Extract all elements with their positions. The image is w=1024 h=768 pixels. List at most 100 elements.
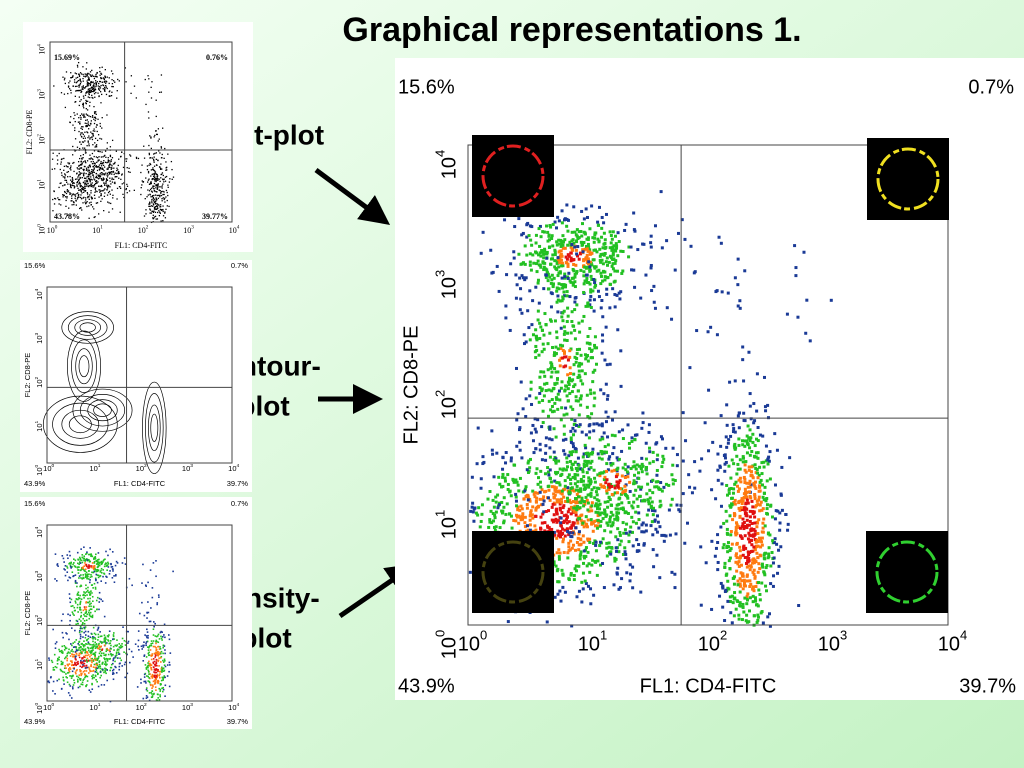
event-dot	[97, 552, 100, 554]
event-dot	[653, 519, 657, 523]
event-dot	[158, 596, 160, 598]
event-dot	[82, 86, 84, 88]
event-dot	[96, 566, 99, 568]
event-dot	[147, 680, 150, 682]
event-dot	[80, 620, 82, 622]
event-dot	[70, 650, 72, 652]
event-dot	[113, 162, 116, 165]
event-dot	[91, 81, 93, 84]
event-dot	[608, 282, 612, 286]
event-dot	[621, 437, 625, 441]
event-dot	[600, 485, 604, 489]
event-dot	[569, 440, 573, 444]
event-dot	[109, 640, 112, 642]
event-dot	[88, 93, 90, 96]
event-dot	[619, 249, 623, 253]
event-dot	[590, 459, 594, 463]
event-dot	[547, 488, 551, 492]
event-dot	[156, 602, 159, 604]
event-dot	[152, 185, 154, 187]
event-dot	[603, 278, 607, 282]
event-dot	[54, 578, 56, 580]
event-dot	[100, 645, 102, 648]
event-dot	[91, 171, 94, 173]
event-dot	[157, 186, 159, 188]
event-dot	[152, 200, 155, 202]
event-dot	[71, 176, 74, 179]
event-dot	[86, 83, 88, 85]
event-dot	[71, 76, 74, 78]
event-dot	[155, 130, 157, 132]
event-dot	[146, 165, 149, 167]
event-dot	[153, 663, 156, 666]
event-dot	[542, 256, 546, 260]
event-dot	[153, 170, 156, 172]
event-dot	[72, 75, 74, 77]
event-dot	[583, 353, 587, 357]
y-tick-base: 10	[35, 706, 44, 714]
event-dot	[78, 566, 80, 568]
event-dot	[81, 86, 83, 88]
event-dot	[112, 638, 114, 641]
event-dot	[91, 136, 93, 139]
y-tick-base: 10	[38, 92, 47, 100]
event-dot	[565, 290, 569, 294]
event-dot	[574, 497, 578, 501]
event-dot	[85, 167, 88, 169]
event-dot	[84, 592, 87, 594]
event-dot	[576, 480, 580, 484]
event-dot	[543, 374, 547, 378]
event-dot	[547, 484, 551, 488]
event-dot	[588, 347, 592, 351]
event-dot	[161, 157, 163, 159]
event-dot	[96, 124, 98, 126]
event-dot	[76, 675, 78, 678]
event-dot	[124, 67, 127, 69]
event-dot	[99, 137, 101, 140]
event-dot	[86, 638, 88, 641]
event-dot	[103, 210, 105, 212]
event-dot	[89, 576, 92, 578]
event-dot	[152, 640, 155, 642]
event-dot	[168, 661, 171, 664]
event-dot	[106, 647, 108, 650]
event-dot	[78, 556, 81, 559]
event-dot	[57, 159, 59, 161]
event-dot	[151, 687, 153, 689]
event-dot	[99, 87, 102, 89]
event-dot	[635, 433, 639, 437]
event-dot	[570, 468, 574, 472]
event-dot	[588, 570, 592, 574]
event-dot	[89, 166, 91, 168]
event-dot	[565, 224, 569, 228]
event-dot	[91, 643, 93, 646]
event-dot	[584, 446, 588, 450]
event-dot	[97, 672, 99, 675]
event-dot	[599, 282, 603, 286]
event-dot	[84, 594, 87, 597]
event-dot	[79, 186, 82, 188]
event-dot	[543, 521, 547, 525]
event-dot	[524, 397, 528, 401]
event-dot	[148, 203, 150, 205]
event-dot	[571, 543, 575, 547]
x-tick-base: 10	[89, 464, 97, 473]
event-dot	[162, 220, 164, 222]
event-dot	[82, 157, 84, 159]
event-dot	[678, 509, 682, 513]
event-dot	[64, 191, 66, 194]
event-dot	[105, 93, 108, 96]
event-dot	[544, 273, 548, 277]
event-dot	[67, 190, 70, 192]
x-tick-exponent: 2	[144, 702, 147, 708]
event-dot	[664, 534, 668, 538]
event-dot	[71, 648, 73, 651]
event-dot	[87, 182, 89, 185]
event-dot	[616, 507, 620, 511]
event-dot	[536, 281, 540, 285]
y-tick-base: 10	[35, 662, 44, 670]
event-dot	[158, 210, 160, 212]
event-dot	[98, 608, 100, 611]
event-dot	[105, 178, 108, 180]
event-dot	[144, 78, 146, 81]
